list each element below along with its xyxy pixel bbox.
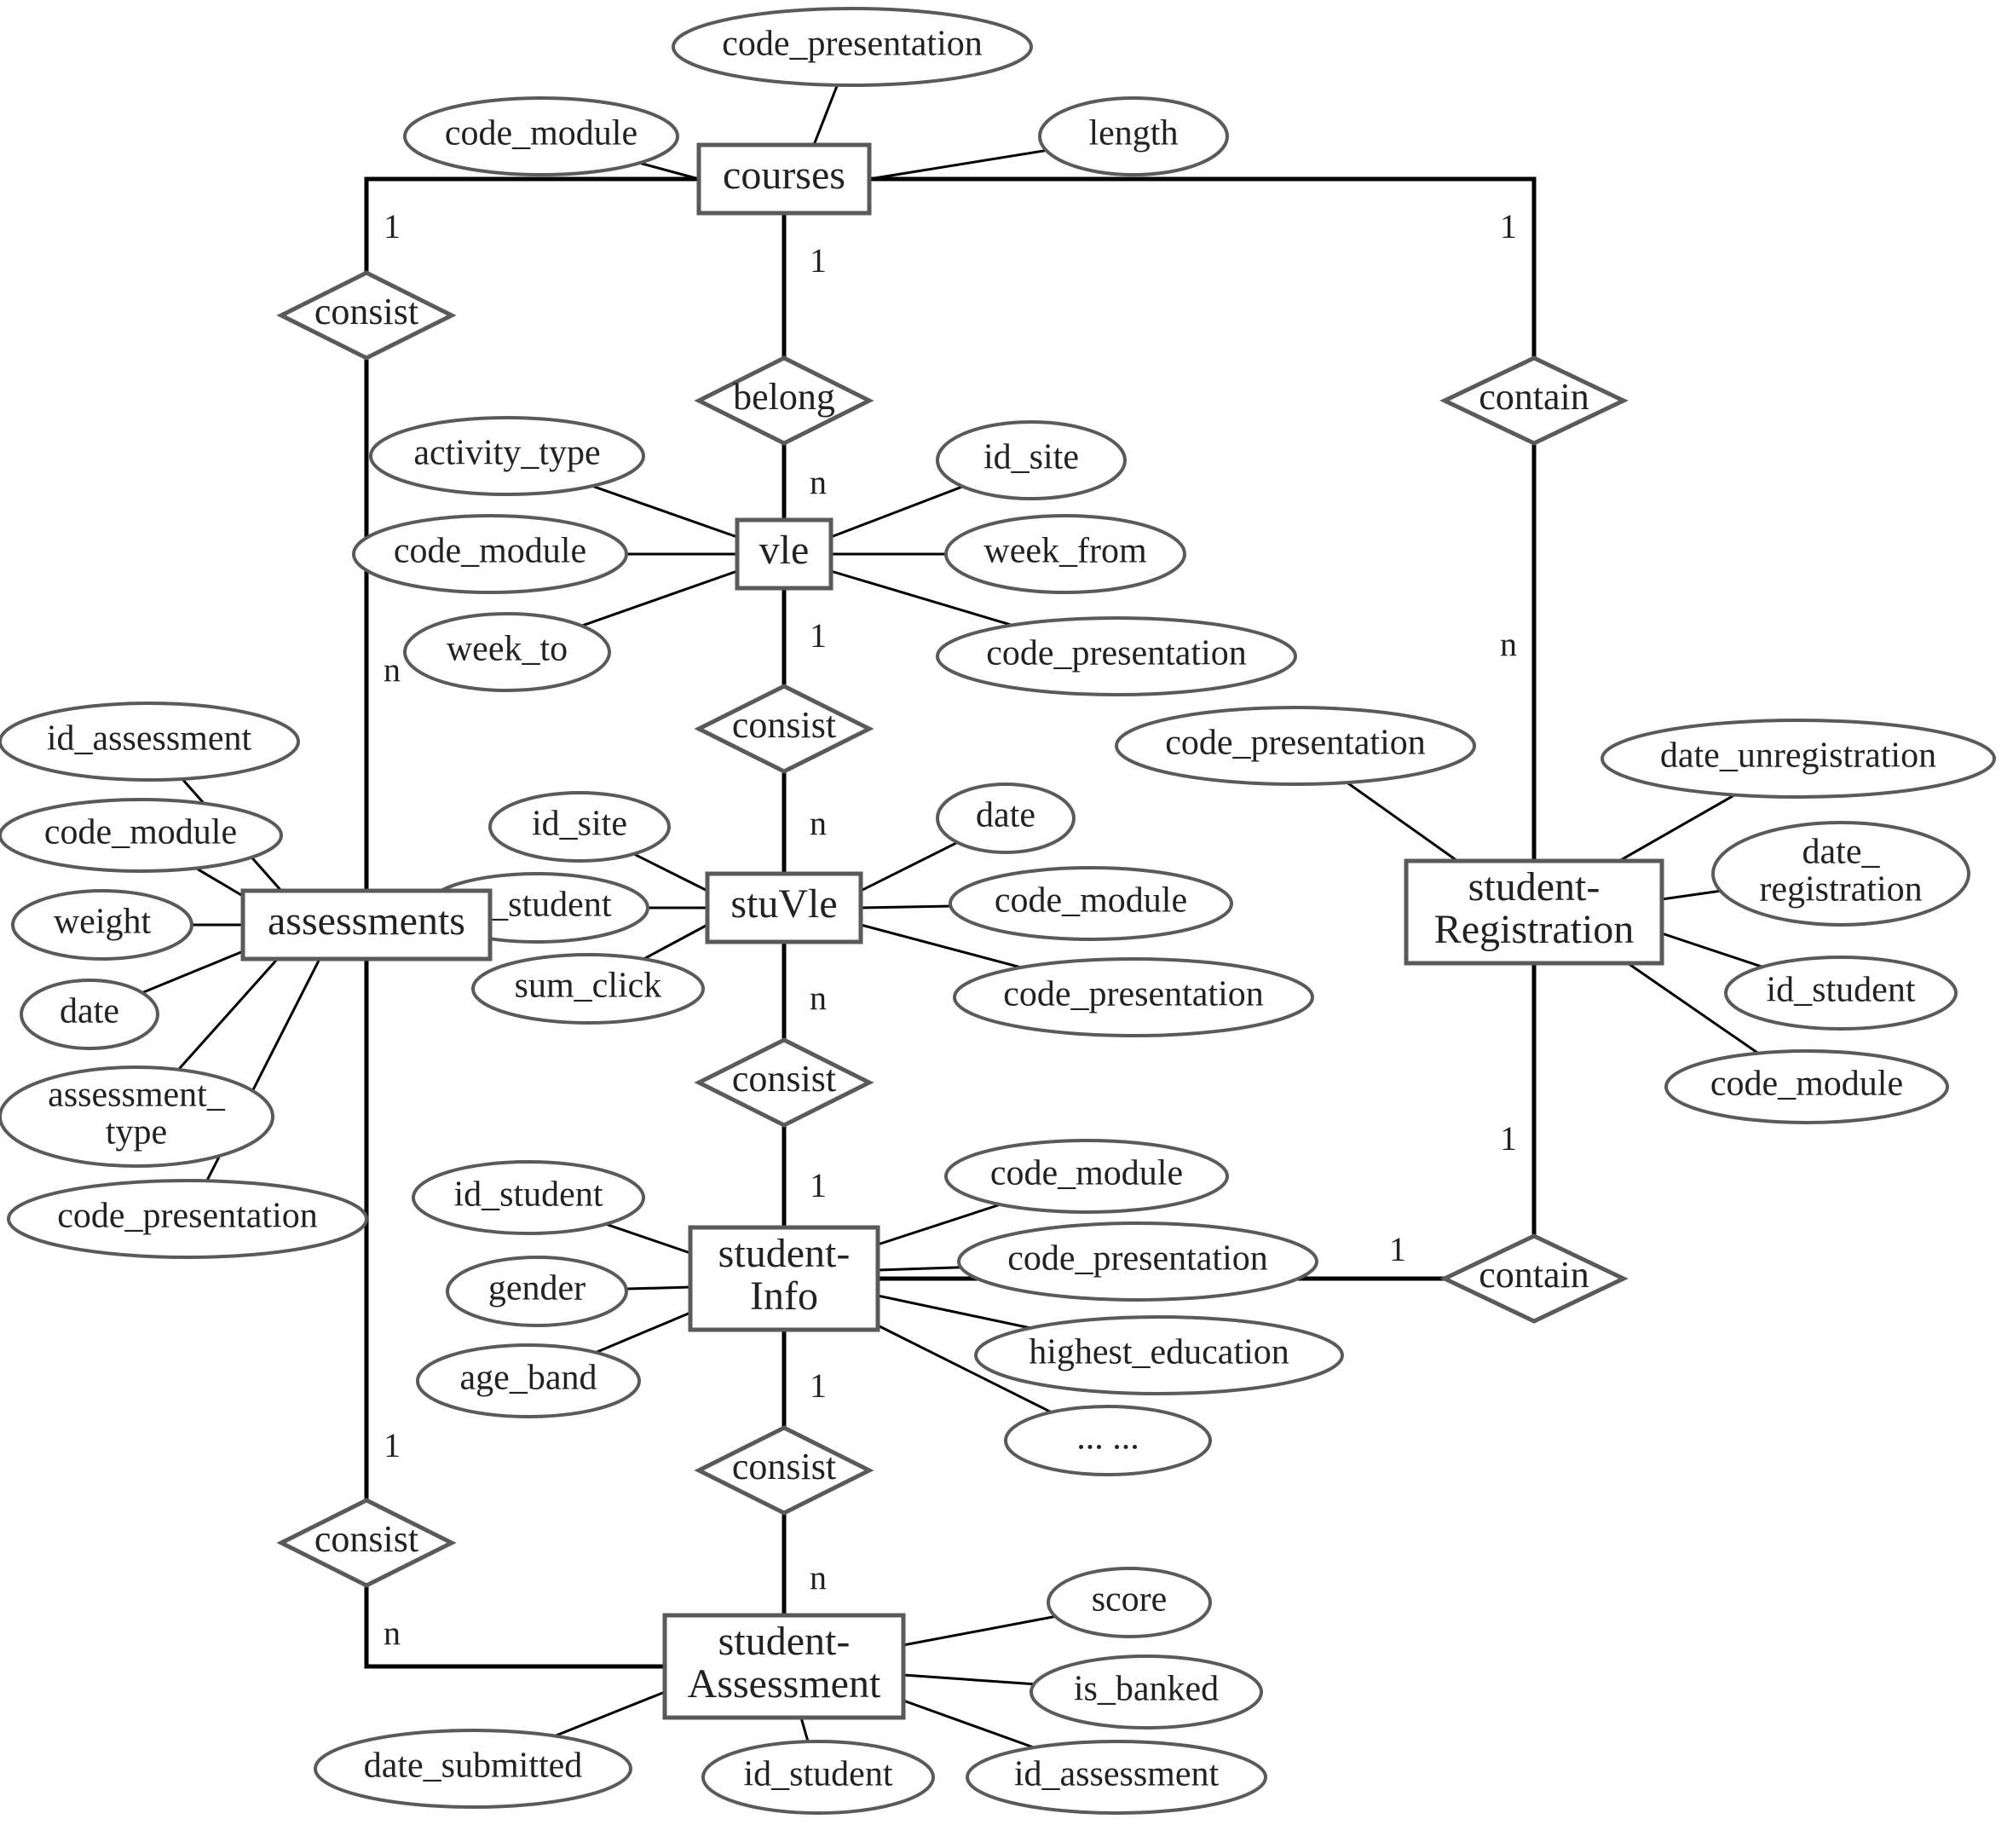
svg-text:sum_click: sum_click xyxy=(515,967,662,1006)
svg-text:weight: weight xyxy=(54,903,152,942)
svg-text:date_: date_ xyxy=(1802,833,1881,872)
svg-text:contain: contain xyxy=(1479,376,1589,418)
svg-text:... ...: ... ... xyxy=(1076,1418,1139,1458)
svg-text:n: n xyxy=(810,463,827,501)
svg-text:id_student: id_student xyxy=(744,1755,893,1794)
svg-text:1: 1 xyxy=(810,616,827,655)
svg-text:1: 1 xyxy=(1500,1119,1517,1158)
svg-text:week_to: week_to xyxy=(447,630,568,669)
svg-text:length: length xyxy=(1089,114,1179,153)
svg-text:code_module: code_module xyxy=(44,813,237,852)
svg-text:consist: consist xyxy=(732,1446,836,1487)
svg-text:code_module: code_module xyxy=(995,881,1187,921)
svg-text:stuVle: stuVle xyxy=(730,881,837,927)
svg-text:contain: contain xyxy=(1479,1254,1589,1296)
svg-text:age_band: age_band xyxy=(460,1359,597,1398)
svg-text:n: n xyxy=(1500,625,1517,663)
svg-text:student-: student- xyxy=(718,1231,851,1276)
svg-text:Assessment: Assessment xyxy=(688,1661,881,1707)
svg-text:highest_education: highest_education xyxy=(1029,1333,1289,1372)
svg-text:n: n xyxy=(384,1614,401,1652)
svg-text:id_student: id_student xyxy=(454,1175,603,1215)
svg-text:consist: consist xyxy=(314,291,418,332)
svg-text:score: score xyxy=(1092,1580,1168,1620)
svg-text:vle: vle xyxy=(759,528,810,573)
svg-text:belong: belong xyxy=(733,376,835,418)
svg-text:activity_type: activity_type xyxy=(413,434,600,473)
svg-text:code_presentation: code_presentation xyxy=(722,25,983,64)
svg-text:courses: courses xyxy=(723,153,845,198)
svg-text:code_presentation: code_presentation xyxy=(1003,975,1264,1014)
svg-text:week_from: week_from xyxy=(983,532,1147,571)
svg-text:Info: Info xyxy=(750,1273,818,1319)
svg-text:date: date xyxy=(60,992,119,1031)
svg-text:id_site: id_site xyxy=(532,805,627,844)
svg-text:1: 1 xyxy=(1389,1230,1406,1268)
svg-text:code_module: code_module xyxy=(1710,1065,1903,1104)
svg-text:1: 1 xyxy=(810,241,827,280)
svg-text:assessments: assessments xyxy=(268,898,465,944)
svg-text:date: date xyxy=(976,796,1035,835)
svg-text:code_presentation: code_presentation xyxy=(1165,724,1426,763)
svg-text:code_module: code_module xyxy=(990,1154,1183,1193)
svg-text:id_assessment: id_assessment xyxy=(47,719,252,759)
svg-text:Registration: Registration xyxy=(1434,907,1635,952)
svg-text:1: 1 xyxy=(810,1366,827,1405)
svg-text:type: type xyxy=(106,1113,167,1152)
svg-text:n: n xyxy=(810,1558,827,1597)
svg-text:is_banked: is_banked xyxy=(1074,1670,1219,1709)
svg-text:n: n xyxy=(384,650,401,689)
svg-text:consist: consist xyxy=(314,1518,418,1560)
svg-text:student-: student- xyxy=(718,1619,851,1664)
svg-text:id_site: id_site xyxy=(983,438,1079,477)
svg-text:code_module: code_module xyxy=(445,114,637,153)
svg-text:registration: registration xyxy=(1759,870,1922,910)
svg-text:gender: gender xyxy=(488,1269,585,1308)
svg-text:consist: consist xyxy=(732,704,836,746)
svg-text:date_unregistration: date_unregistration xyxy=(1660,736,1936,776)
svg-text:1: 1 xyxy=(384,207,401,245)
svg-text:1: 1 xyxy=(1500,207,1517,245)
svg-text:code_module: code_module xyxy=(394,532,586,571)
svg-text:code_presentation: code_presentation xyxy=(1007,1239,1268,1279)
svg-text:n: n xyxy=(810,979,827,1017)
svg-text:student-: student- xyxy=(1468,864,1601,910)
svg-text:consist: consist xyxy=(732,1058,836,1100)
svg-text:code_presentation: code_presentation xyxy=(57,1197,318,1236)
er-diagram: code_modulecode_presentationlengthactivi… xyxy=(0,0,2013,1848)
svg-text:1: 1 xyxy=(810,1166,827,1204)
svg-text:code_presentation: code_presentation xyxy=(986,634,1247,673)
svg-text:1: 1 xyxy=(384,1426,401,1464)
svg-text:assessment_: assessment_ xyxy=(48,1076,226,1115)
svg-text:date_submitted: date_submitted xyxy=(364,1747,583,1786)
svg-text:n: n xyxy=(810,804,827,842)
svg-text:id_student: id_student xyxy=(1767,971,1916,1010)
svg-text:id_assessment: id_assessment xyxy=(1014,1755,1220,1794)
